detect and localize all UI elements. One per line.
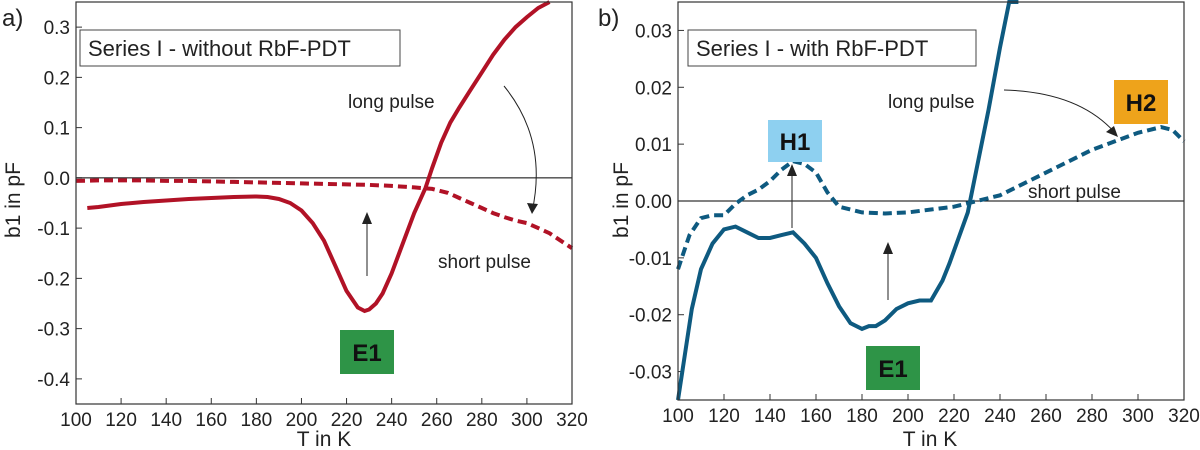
panel-a-xtick-label: 300 [511, 410, 543, 431]
panel-a-xtick-label: 220 [331, 410, 363, 431]
panel-a-xtick-label: 280 [466, 410, 498, 431]
panel-a-legend-text: Series I - without RbF-PDT [88, 36, 351, 61]
panel-a-xlabel: T in K [297, 428, 351, 450]
panel-b-series-long-pulse [676, 0, 1019, 401]
panel-b-yticks: -0.03 -0.02 -0.01 0.00 0.01 0.02 0.03 [629, 21, 684, 384]
panel-b-label: b) [598, 5, 619, 32]
panel-b-curved-arrow [1003, 89, 1117, 135]
panel-a: a) b1 in pF T in K 100 120 140 160 180 200 220… [2, 0, 588, 450]
panel-b-ytick-label: 0.02 [635, 78, 672, 99]
panel-a-ytick-label: -0.1 [37, 219, 70, 240]
panel-a-ytick-label: 0.0 [44, 169, 70, 190]
panel-b-tag-h2-box [1114, 80, 1168, 124]
panel-b-xtick-label: 180 [846, 406, 878, 427]
panel-a-xtick-label: 100 [60, 410, 92, 431]
panel-b-tag-e1: E1 [878, 356, 907, 383]
panel-a-ytick-label: 0.3 [44, 18, 70, 39]
panel-b-ytick-label: -0.03 [629, 363, 672, 384]
panel-a-xtick-label: 140 [150, 410, 182, 431]
panel-b-up-arrowhead-h1 [787, 164, 797, 176]
panel-a-xtick-label: 260 [421, 410, 453, 431]
panel-a-yticks: -0.4 -0.3 -0.2 -0.1 0.0 0.1 0.2 0.3 [37, 18, 82, 391]
panel-a-ytick-label: -0.4 [37, 370, 70, 391]
panel-b-xticks: 100 120 140 160 180 200 220 240 260 280 300 320 [662, 394, 1200, 427]
panel-b-xtick-label: 220 [938, 406, 970, 427]
panel-a-legend-box [79, 29, 401, 67]
panel-b-short-pulse-label: short pulse [1028, 182, 1121, 203]
panel-a-frame [75, 1, 573, 405]
panel-a-short-pulse-label: short pulse [438, 252, 531, 273]
panel-b-xtick-label: 260 [1030, 406, 1062, 427]
panel-b-tag-h1-box [768, 120, 822, 162]
panel-b: b) b1 in pF T in K 100 120 140 160 180 200 220… [598, 0, 1200, 450]
panel-b-tag-h2: H2 [1126, 90, 1157, 117]
panel-a-tag-e1: E1 [352, 340, 381, 367]
panel-a-curved-arrowhead [527, 203, 538, 214]
panel-b-ylabel: b1 in pF [610, 162, 633, 238]
panel-a-ylabel: b1 in pF [2, 162, 25, 238]
panel-b-xtick-label: 280 [1076, 406, 1108, 427]
panel-a-ytick-label: 0.2 [44, 68, 70, 89]
panel-b-tag-e1-box [866, 346, 920, 390]
panel-b-legend-text: Series I - with RbF-PDT [696, 36, 928, 61]
panel-b-xtick-label: 320 [1168, 406, 1200, 427]
panel-a-curved-arrow [503, 85, 537, 213]
panel-b-xtick-label: 300 [1122, 406, 1154, 427]
panel-b-ytick-label: 0.01 [635, 135, 672, 156]
panel-a-ytick-label: -0.3 [37, 320, 70, 341]
panel-a-tag-e1-box [340, 330, 394, 374]
panel-a-series-short-pulse [75, 178, 574, 250]
panel-b-xtick-label: 100 [662, 406, 694, 427]
panel-a-xticks: 100 120 140 160 180 200 220 240 260 280 300 320 [60, 398, 588, 431]
panel-b-tag-h1: H1 [780, 129, 811, 156]
panel-b-up-arrowhead-e1 [883, 242, 893, 254]
panel-b-xlabel: T in K [903, 428, 957, 450]
panel-a-xtick-label: 160 [195, 410, 227, 431]
panel-b-xtick-label: 200 [892, 406, 924, 427]
panel-b-xtick-label: 160 [800, 406, 832, 427]
panel-b-ytick-label: 0.03 [635, 21, 672, 42]
panel-a-xtick-label: 180 [241, 410, 273, 431]
panel-b-curved-arrowhead [1106, 126, 1118, 137]
panel-a-label: a) [2, 5, 23, 32]
panel-b-ytick-label: -0.01 [629, 249, 672, 270]
panel-b-ytick-label: 0.00 [635, 192, 672, 213]
panel-b-series-short-pulse [676, 125, 1186, 270]
panel-a-up-arrowhead [362, 212, 372, 224]
panel-a-series-long-pulse [87, 0, 551, 314]
panel-a-ytick-label: -0.2 [37, 269, 70, 290]
panel-b-frame [677, 1, 1185, 401]
panel-b-xtick-label: 120 [708, 406, 740, 427]
panel-b-legend-box [687, 29, 977, 67]
panel-a-xtick-label: 200 [286, 410, 318, 431]
panel-a-xtick-label: 320 [556, 410, 588, 431]
panel-a-xtick-label: 240 [376, 410, 408, 431]
panel-b-xtick-label: 140 [754, 406, 786, 427]
panel-b-ytick-label: -0.02 [629, 306, 672, 327]
panel-a-xtick-label: 120 [105, 410, 137, 431]
panel-b-long-pulse-label: long pulse [888, 92, 975, 113]
panel-b-xtick-label: 240 [984, 406, 1016, 427]
panel-a-long-pulse-label: long pulse [348, 92, 435, 113]
panel-a-ytick-label: 0.1 [44, 119, 70, 140]
